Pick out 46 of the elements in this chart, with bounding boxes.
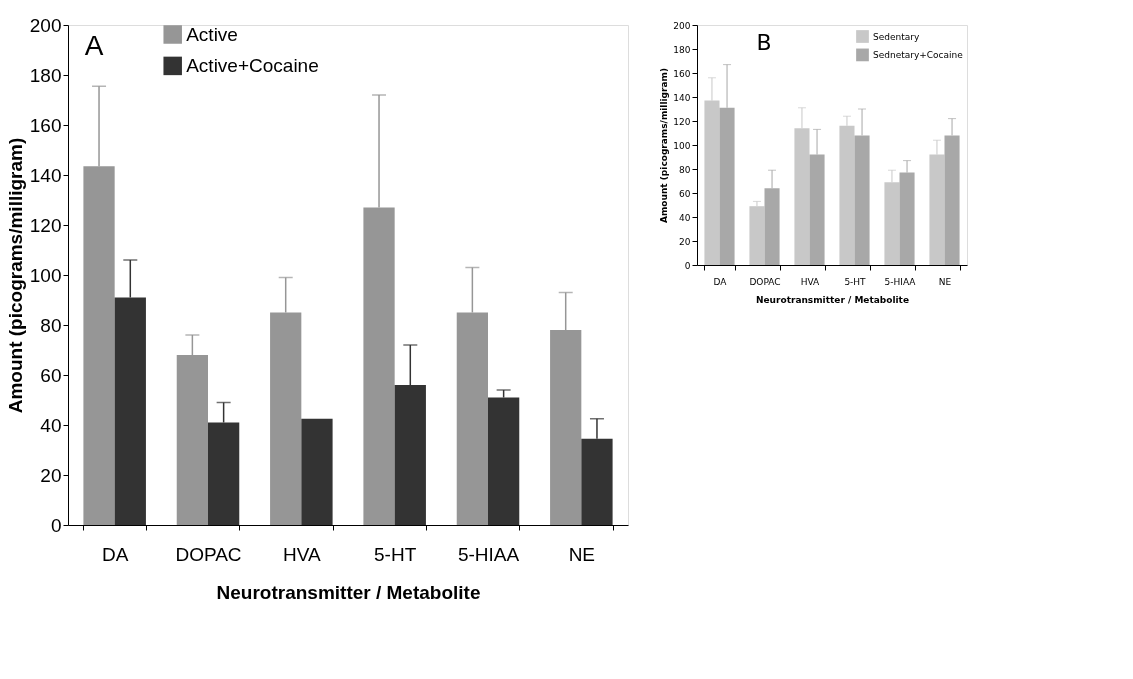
y-tick-label: 100 xyxy=(29,264,62,286)
legend-label: Sednetary+Cocaine xyxy=(873,49,964,60)
y-tick-label: 60 xyxy=(40,364,62,386)
y-tick-label: 200 xyxy=(29,14,62,36)
legend-label: Active+Cocaine xyxy=(186,54,319,76)
y-tick-label: 0 xyxy=(684,260,691,271)
y-axis-title: Amount (picograms/milligram) xyxy=(4,137,26,414)
legend-label: Active xyxy=(186,23,238,45)
y-tick-label: 120 xyxy=(673,116,691,127)
x-tick-label: NE xyxy=(938,276,952,287)
y-tick-label: 180 xyxy=(673,44,691,55)
y-tick-label: 140 xyxy=(29,164,62,186)
y-tick-label: 20 xyxy=(40,464,62,486)
y-tick-label: 160 xyxy=(673,68,691,79)
x-tick-label: DOPAC xyxy=(175,543,242,565)
x-tick-label: 5-HT xyxy=(374,543,417,565)
x-tick-label: HVA xyxy=(283,543,321,565)
x-axis-title: Neurotransmitter / Metabolite xyxy=(755,294,910,305)
x-tick-label: 5-HIAA xyxy=(884,276,917,287)
x-tick-label: HVA xyxy=(800,276,821,287)
x-tick-label: 5-HT xyxy=(844,276,867,287)
x-tick-label: DA xyxy=(713,276,728,287)
y-tick-label: 80 xyxy=(679,164,691,175)
y-tick-label: 80 xyxy=(40,314,62,336)
y-axis-title: Amount (picograms/milligram) xyxy=(659,67,670,224)
bar xyxy=(749,206,765,265)
x-tick-label: DA xyxy=(101,543,129,565)
annotation: B xyxy=(756,30,772,55)
y-tick-label: 60 xyxy=(679,188,691,199)
y-tick-label: 180 xyxy=(29,64,62,86)
legend-label: Sedentary xyxy=(873,31,920,42)
x-tick-label: DOPAC xyxy=(749,276,781,287)
y-tick-label: 160 xyxy=(29,114,62,136)
x-axis-title: Neurotransmitter / Metabolite xyxy=(216,581,481,603)
x-tick-label: NE xyxy=(568,543,596,565)
y-tick-label: 100 xyxy=(673,140,691,151)
y-tick-label: 200 xyxy=(673,20,691,31)
annotation: A xyxy=(84,30,104,61)
y-tick-label: 20 xyxy=(679,236,691,247)
y-tick-label: 120 xyxy=(29,214,62,236)
bar xyxy=(301,418,333,525)
y-tick-label: 140 xyxy=(673,92,691,103)
y-tick-label: 40 xyxy=(40,414,62,436)
y-tick-label: 0 xyxy=(50,514,62,536)
x-tick-label: 5-HIAA xyxy=(457,543,520,565)
y-tick-label: 40 xyxy=(679,212,691,223)
